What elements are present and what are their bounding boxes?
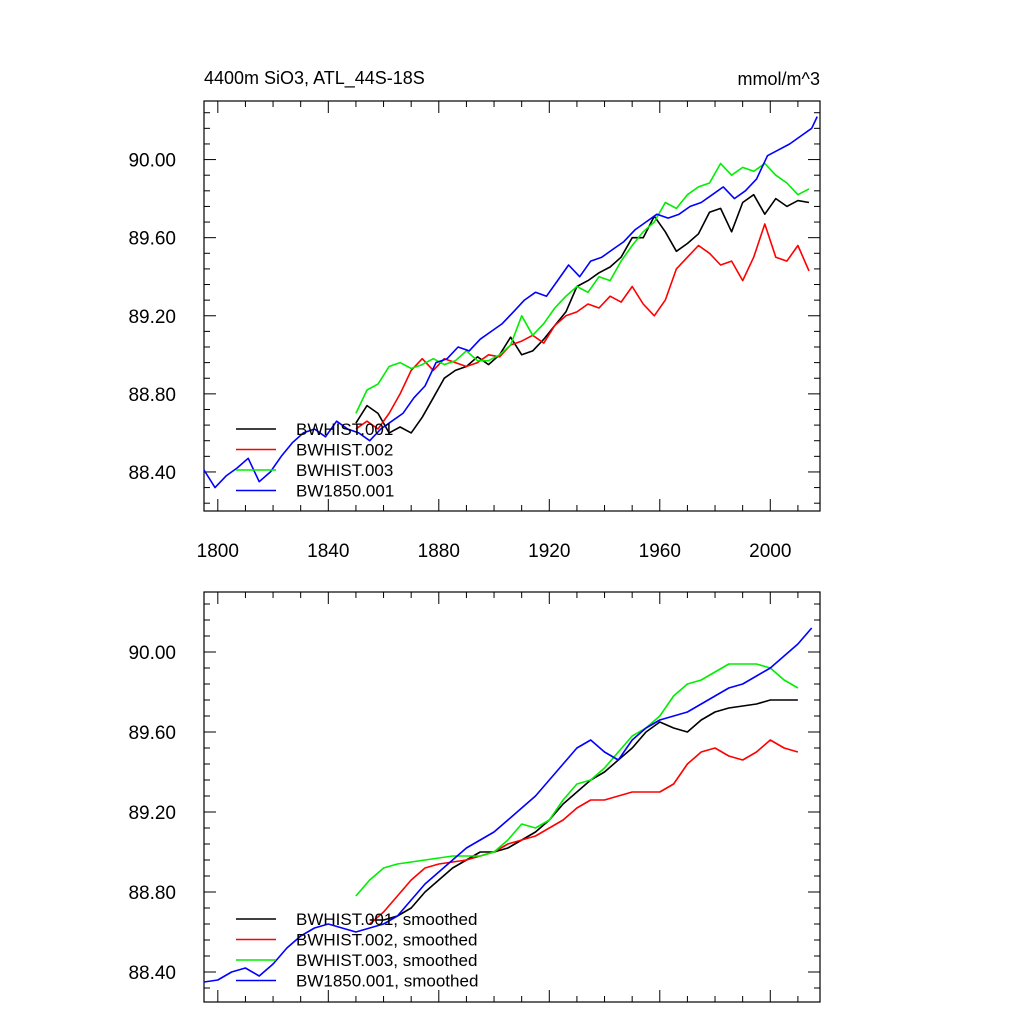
plot-frame <box>203 591 821 1003</box>
series-line-3 <box>355 162 810 414</box>
x-tick-label: 1800 <box>197 541 239 562</box>
series-line-3 <box>355 663 799 897</box>
legend: BWHIST.001, smoothed BWHIST.002, smoothed… <box>236 910 478 991</box>
series-line-2 <box>355 223 810 430</box>
chart-title: 4400m SiO3, ATL_44S-18S <box>204 68 425 89</box>
legend-label: BWHIST.001, smoothed <box>296 910 477 929</box>
series-line-1 <box>369 699 798 921</box>
y-tick-label: 89.20 <box>128 803 176 824</box>
legend-label: BW1850.001 <box>296 482 394 501</box>
x-tick-label: 2000 <box>749 541 791 562</box>
legend-label: BWHIST.003, smoothed <box>296 951 477 970</box>
y-tick-label: 88.40 <box>128 463 176 484</box>
legend-label: BWHIST.003 <box>296 461 393 480</box>
bottom-chart-panel: 88.40 88.80 89.20 89.60 90.00 BWHIST.001, sm… <box>128 591 821 1003</box>
x-tick-labels: 1800 1840 1880 1920 1960 2000 <box>197 541 792 562</box>
x-tick-label: 1840 <box>307 541 349 562</box>
x-tick-label: 1920 <box>528 541 570 562</box>
y-tick-label: 88.80 <box>128 883 176 904</box>
series-line-2 <box>369 739 799 925</box>
y-tick-label: 89.60 <box>128 723 176 744</box>
series-lines <box>203 627 813 983</box>
y-tick-labels: 88.40 88.80 89.20 89.60 90.00 <box>128 643 176 984</box>
axis-ticks <box>204 592 820 1002</box>
series-line-4 <box>203 116 818 489</box>
y-tick-label: 88.40 <box>128 963 176 984</box>
legend-label: BWHIST.002, smoothed <box>296 931 477 950</box>
y-tick-label: 88.80 <box>128 385 176 406</box>
legend-label: BWHIST.002 <box>296 441 393 460</box>
y-tick-label: 89.60 <box>128 229 176 250</box>
x-tick-label: 1880 <box>418 541 460 562</box>
y-tick-label: 89.20 <box>128 307 176 328</box>
x-tick-label: 1960 <box>639 541 681 562</box>
units-label: mmol/m^3 <box>738 69 820 89</box>
series-lines <box>203 116 818 489</box>
series-line-4 <box>203 627 813 983</box>
top-chart-panel: 4400m SiO3, ATL_44S-18S mmol/m^3 88.4088… <box>128 68 821 562</box>
legend-label: BW1850.001, smoothed <box>296 972 478 991</box>
series-line-1 <box>355 193 810 434</box>
legend-label: BWHIST.001 <box>296 420 393 439</box>
y-tick-labels: 88.40 88.80 89.20 89.60 90.00 <box>128 151 176 484</box>
y-tick-label: 90.00 <box>128 643 176 664</box>
axis-ticks <box>204 101 820 511</box>
y-tick-label: 90.00 <box>128 151 176 172</box>
plot-frame <box>203 100 821 512</box>
